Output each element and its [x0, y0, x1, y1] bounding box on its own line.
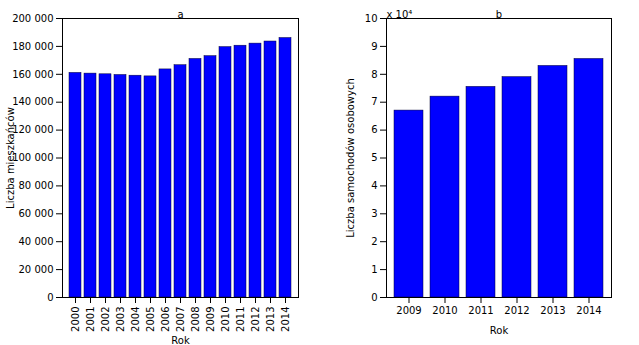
svg-text:2008: 2008 [190, 307, 201, 332]
svg-text:Liczba mieszkańców: Liczba mieszkańców [5, 107, 16, 209]
svg-text:2012: 2012 [504, 305, 529, 316]
svg-text:2014: 2014 [280, 307, 291, 332]
svg-text:8: 8 [371, 69, 377, 80]
svg-text:a: a [177, 9, 183, 20]
svg-text:x 10⁴: x 10⁴ [387, 9, 413, 20]
svg-text:7: 7 [371, 96, 377, 107]
svg-text:2007: 2007 [175, 307, 186, 332]
svg-text:b: b [496, 9, 502, 20]
svg-text:5: 5 [371, 152, 377, 163]
svg-text:10: 10 [365, 13, 378, 24]
svg-text:2: 2 [371, 236, 377, 247]
svg-text:100 000: 100 000 [12, 152, 53, 163]
svg-text:2002: 2002 [100, 307, 111, 332]
svg-text:160 000: 160 000 [12, 69, 53, 80]
svg-text:2014: 2014 [576, 305, 601, 316]
svg-text:9: 9 [371, 41, 377, 52]
svg-text:2011: 2011 [235, 307, 246, 332]
svg-text:2006: 2006 [160, 307, 171, 332]
svg-text:Rok: Rok [171, 335, 190, 345]
svg-text:140 000: 140 000 [12, 96, 53, 107]
svg-text:Rok: Rok [490, 325, 509, 336]
svg-text:0: 0 [371, 292, 377, 303]
svg-text:2013: 2013 [540, 305, 565, 316]
svg-text:2010: 2010 [220, 307, 231, 332]
svg-text:2009: 2009 [205, 307, 216, 332]
svg-text:2001: 2001 [85, 307, 96, 332]
svg-text:6: 6 [371, 124, 377, 135]
svg-text:3: 3 [371, 208, 377, 219]
svg-text:2011: 2011 [468, 305, 493, 316]
svg-text:200 000: 200 000 [12, 13, 53, 24]
svg-text:0: 0 [47, 292, 53, 303]
svg-text:2012: 2012 [250, 307, 261, 332]
svg-text:Liczba samochodów osobowych: Liczba samochodów osobowych [345, 78, 356, 238]
svg-text:40 000: 40 000 [19, 236, 54, 247]
svg-text:2003: 2003 [115, 307, 126, 332]
svg-text:180 000: 180 000 [12, 41, 53, 52]
svg-text:20 000: 20 000 [19, 264, 54, 275]
svg-text:2000: 2000 [70, 307, 81, 332]
svg-text:2010: 2010 [432, 305, 457, 316]
svg-text:2004: 2004 [130, 307, 141, 332]
svg-text:2005: 2005 [145, 307, 156, 332]
svg-text:2009: 2009 [396, 305, 421, 316]
svg-text:2013: 2013 [265, 307, 276, 332]
svg-text:60 000: 60 000 [19, 208, 54, 219]
svg-text:120 000: 120 000 [12, 124, 53, 135]
svg-text:4: 4 [371, 180, 377, 191]
svg-text:1: 1 [371, 264, 377, 275]
svg-text:80 000: 80 000 [19, 180, 54, 191]
